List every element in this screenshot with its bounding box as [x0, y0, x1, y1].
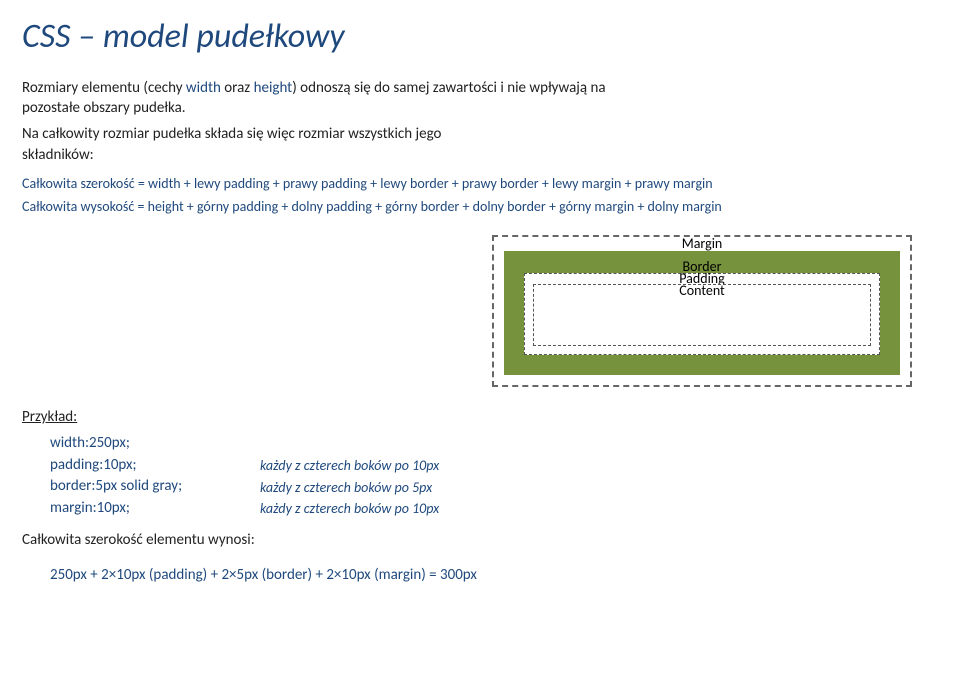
code-line-2: padding:10px; [50, 455, 260, 477]
note-line-2: każdy z czterech boków po 10px [260, 455, 439, 477]
code-line-4: margin:10px; [50, 498, 260, 520]
border-box: Border Padding Content [504, 251, 900, 375]
note-line-3: każdy z czterech boków po 5px [260, 477, 439, 499]
intro-text-d: pozostałe obszary pudełka. [22, 99, 186, 117]
subintro-line1: Na całkowity rozmiar pudełka składa się … [22, 125, 441, 143]
box-model-diagram: Margin Border Padding Content [492, 235, 912, 387]
margin-box: Margin Border Padding Content [492, 235, 912, 387]
formula-height: Całkowita wysokość = height + górny padd… [22, 198, 938, 217]
padding-box: Padding Content [524, 273, 880, 355]
total-width-calc: 250px + 2×10px (padding) + 2×5px (border… [50, 565, 938, 585]
note-line-4: każdy z czterech boków po 10px [260, 498, 439, 520]
example-heading: Przykład: [22, 407, 938, 427]
intro-term-height: height [254, 79, 293, 97]
example-code: width:250px; padding:10px; border:5px so… [50, 433, 260, 520]
code-line-1: width:250px; [50, 433, 260, 455]
intro-paragraph: Rozmiary elementu (cechy width oraz heig… [22, 78, 938, 119]
example-block: width:250px; padding:10px; border:5px so… [22, 433, 938, 520]
code-line-3: border:5px solid gray; [50, 476, 260, 498]
subintro-line2: składników: [22, 146, 94, 164]
example-notes: każdy z czterech boków po 10px każdy z c… [260, 433, 439, 520]
content-box: Content [533, 284, 871, 346]
intro-text-c: ) odnoszą się do samej zawartości i nie … [292, 79, 605, 97]
formula-width: Całkowita szerokość = width + lewy paddi… [22, 175, 938, 194]
total-width-label: Całkowita szerokość elementu wynosi: [22, 530, 938, 550]
intro-text-b: oraz [221, 79, 254, 97]
page-title: CSS – model pudełkowy [22, 14, 938, 60]
content-label: Content [679, 282, 725, 301]
subintro-paragraph: Na całkowity rozmiar pudełka składa się … [22, 124, 938, 165]
intro-term-width: width [186, 79, 221, 97]
intro-text-a: Rozmiary elementu (cechy [22, 79, 186, 97]
